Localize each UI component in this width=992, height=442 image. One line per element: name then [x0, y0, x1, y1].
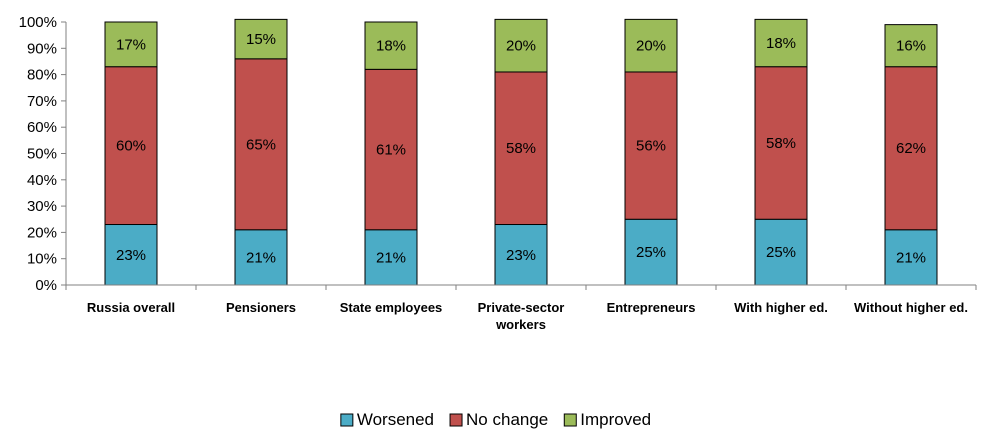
legend-label: No change [466, 410, 548, 429]
y-tick-label: 50% [27, 146, 57, 163]
x-category-label: State employees [340, 300, 443, 315]
data-label: 61% [376, 142, 406, 159]
data-label: 16% [896, 38, 926, 55]
y-tick-label: 0% [35, 277, 57, 294]
y-tick-label: 30% [27, 198, 57, 215]
y-tick-label: 80% [27, 67, 57, 84]
y-tick-label: 10% [27, 251, 57, 268]
x-category-label: Entrepreneurs [607, 300, 696, 315]
y-axis: 0% 10% 20% 30% 40% 50% 60% 70% 80% 90% 100% [19, 14, 67, 294]
data-label: 23% [506, 247, 536, 264]
data-label: 58% [766, 135, 796, 152]
bar-worsened [884, 229, 938, 286]
data-label: 21% [896, 249, 926, 266]
bar-worsened [364, 229, 418, 286]
data-label: 20% [506, 38, 536, 55]
data-label: 60% [116, 138, 146, 155]
bar-no-change [494, 71, 548, 226]
bar-improved [624, 18, 678, 73]
data-label: 17% [116, 36, 146, 53]
legend-label: Worsened [357, 410, 434, 429]
x-category-label: Without higher ed. [854, 300, 968, 315]
bar-improved [364, 21, 418, 70]
x-axis: Russia overall Pensioners State employees P… [65, 284, 977, 332]
bar-improved [494, 18, 548, 73]
bar-improved [104, 21, 158, 68]
bar-no-change [884, 66, 938, 231]
y-tick-label: 90% [27, 40, 57, 57]
data-label: 62% [896, 140, 926, 157]
y-tick-label: 40% [27, 172, 57, 189]
data-label: 56% [636, 138, 666, 155]
bar-worsened [754, 218, 808, 286]
bar-no-change [624, 71, 678, 220]
y-tick-label: 60% [27, 119, 57, 136]
data-label: 15% [246, 31, 276, 48]
data-label: 18% [376, 38, 406, 55]
legend-label: Improved [580, 410, 651, 429]
y-tick-label: 70% [27, 93, 57, 110]
legend-item-worsened: Worsened [340, 410, 434, 429]
x-category-label: With higher ed. [734, 300, 828, 315]
data-label: 21% [376, 249, 406, 266]
bar-improved [234, 18, 288, 60]
legend: Worsened No change Improved [340, 410, 651, 429]
bar-worsened [104, 224, 158, 286]
x-category-label: Private-sector workers [478, 300, 565, 332]
data-label: 20% [636, 38, 666, 55]
x-category-label: Russia overall [87, 300, 175, 315]
legend-swatch [340, 413, 354, 427]
bar-no-change [364, 68, 418, 231]
data-label: 65% [246, 136, 276, 153]
data-label: 21% [246, 249, 276, 266]
bars: 23% 60% 17% 21% 65% 15% 21% 61% 18% 23% 58% 20% 25% 5… [104, 18, 938, 286]
y-tick-label: 20% [27, 224, 57, 241]
legend-swatch [449, 413, 463, 427]
data-label: 25% [766, 244, 796, 261]
bar-improved [884, 24, 938, 68]
data-label: 25% [636, 244, 666, 261]
data-label: 58% [506, 140, 536, 157]
data-label: 23% [116, 247, 146, 264]
bar-no-change [754, 66, 808, 220]
legend-item-improved: Improved [563, 410, 651, 429]
bar-worsened [494, 224, 548, 286]
bar-improved [754, 18, 808, 68]
data-label: 18% [766, 35, 796, 52]
legend-item-no-change: No change [449, 410, 548, 429]
y-tick-label: 100% [19, 14, 57, 31]
bar-no-change [234, 58, 288, 231]
x-category-label: Pensioners [226, 300, 296, 315]
legend-swatch [563, 413, 577, 427]
